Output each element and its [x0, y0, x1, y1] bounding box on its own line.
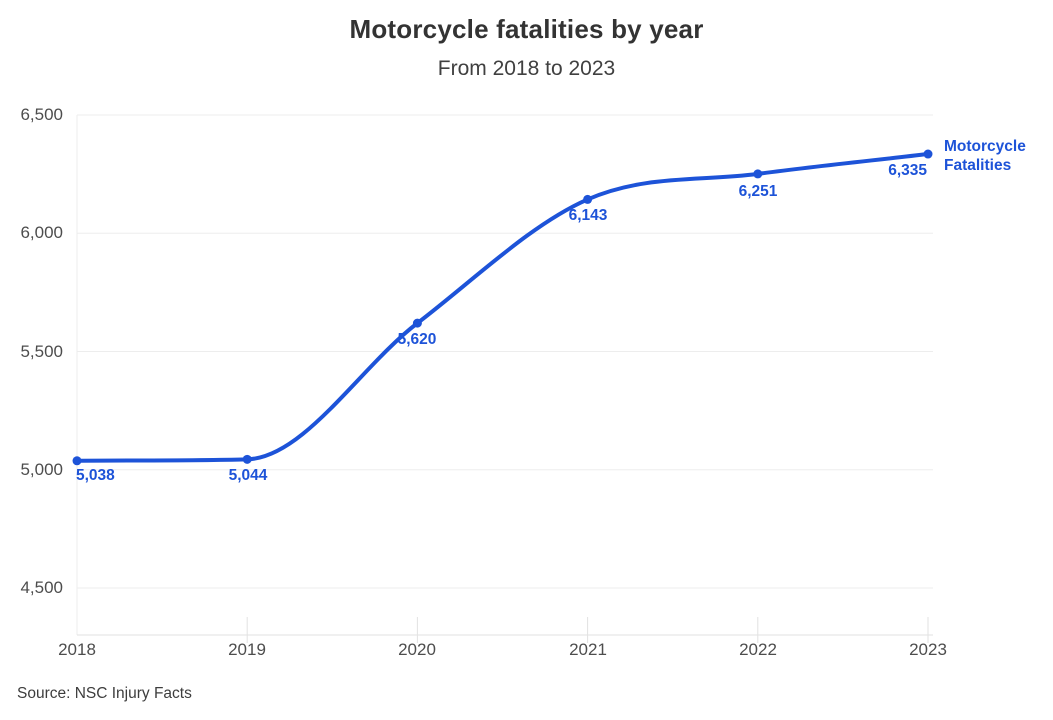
data-label-2021: 6,143 — [568, 207, 608, 224]
fatalities-line — [75, 152, 930, 463]
x-axis-label-2020: 2020 — [398, 640, 436, 659]
data-point-marker — [412, 318, 422, 328]
data-point-marker — [72, 456, 82, 466]
data-point-marker — [923, 149, 933, 159]
chart-subtitle: From 2018 to 2023 — [437, 57, 616, 80]
data-label-2020: 5,620 — [397, 331, 437, 348]
data-point-marker — [242, 454, 252, 464]
data-label-2019: 5,044 — [228, 467, 268, 484]
y-axis-label-5000: 5,000 — [20, 460, 63, 479]
data-label-2022: 6,251 — [738, 183, 778, 200]
source-note: Source: NSC Injury Facts — [17, 685, 192, 702]
x-axis-label-2021: 2021 — [569, 640, 607, 659]
y-axis-label-5500: 5,500 — [20, 342, 63, 361]
data-point-marker — [753, 169, 763, 179]
x-axis-label-2019: 2019 — [228, 640, 266, 659]
x-axis-label-2018: 2018 — [58, 640, 96, 659]
y-axis-label-4500: 4,500 — [20, 578, 63, 597]
data-label-2023: 6,335 — [888, 162, 927, 179]
x-axis-label-2023: 2023 — [909, 640, 947, 659]
y-axis-label-6500: 6,500 — [20, 105, 63, 124]
series-label: Motorcycle Fatalities — [944, 138, 1026, 174]
chart-title: Motorcycle fatalities by year — [349, 14, 704, 44]
y-axis-label-6000: 6,000 — [20, 223, 63, 242]
data-point-marker — [583, 194, 593, 204]
data-label-2018: 5,038 — [76, 467, 115, 484]
x-axis-label-2022: 2022 — [739, 640, 777, 659]
